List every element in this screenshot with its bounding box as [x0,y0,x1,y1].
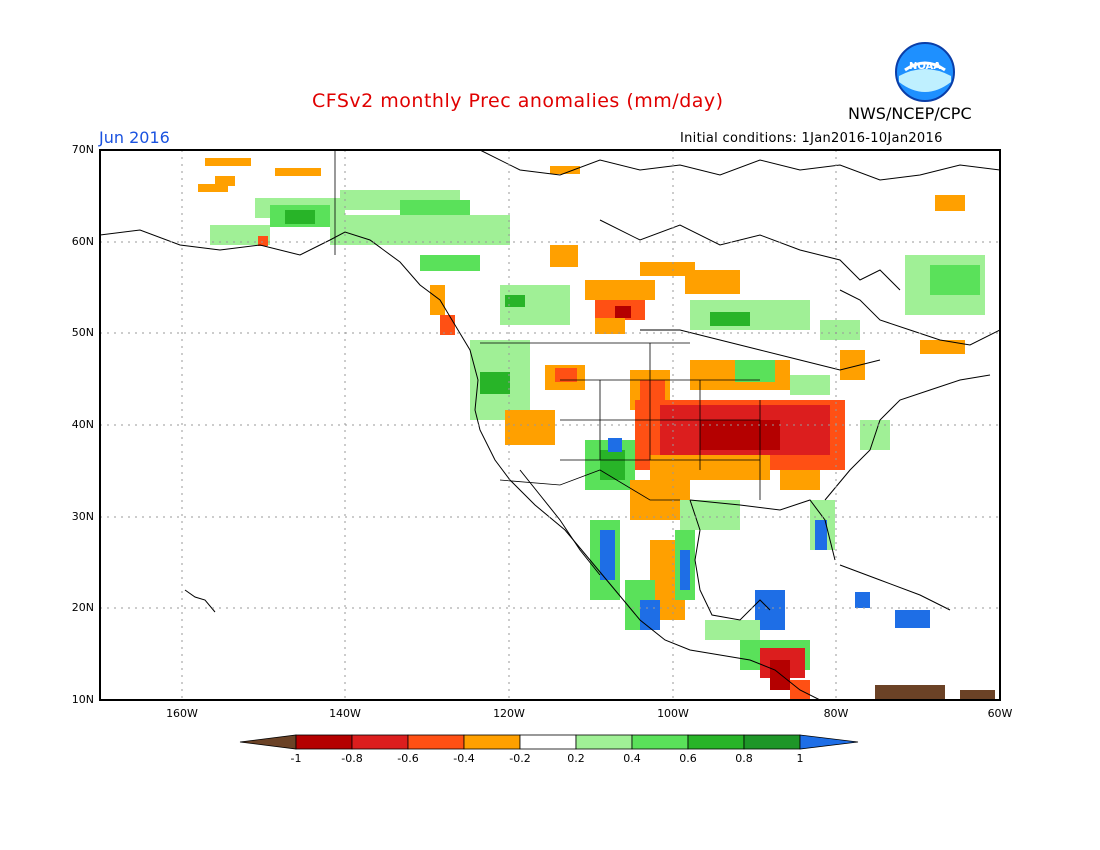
anomaly-cells [198,158,995,700]
colorbar-label: 1 [796,752,804,765]
lat-label: 10N [71,693,94,706]
month-label: Jun 2016 [99,128,170,147]
svg-text:NOAA: NOAA [909,61,941,72]
lat-label: 40N [71,418,94,431]
lon-label: 100W [657,707,689,720]
coastlines [100,150,1000,700]
lon-label: 160W [166,707,198,720]
lat-label: 20N [71,601,94,614]
colorbar-label: 0.8 [735,752,753,765]
noaa-logo: NOAA [895,42,955,102]
colorbar-label: -0.8 [341,752,363,765]
colorbar-label: 0.6 [679,752,697,765]
lat-label: 50N [71,326,94,339]
colorbar-label: 0.2 [567,752,585,765]
colorbar-label: -0.2 [509,752,531,765]
colorbar-label: -1 [290,752,302,765]
lon-label: 140W [329,707,361,720]
colorbar-label: 0.4 [623,752,641,765]
agency-label: NWS/NCEP/CPC [848,104,972,123]
lat-label: 30N [71,510,94,523]
lon-label: 120W [493,707,525,720]
lat-label: 70N [71,143,94,156]
lat-label: 60N [71,235,94,248]
lon-label: 80W [823,707,849,720]
borders [334,150,761,501]
lon-label: 60W [987,707,1013,720]
map-title: CFSv2 monthly Prec anomalies (mm/day) [312,90,724,112]
map-frame [99,149,1001,701]
gridlines [100,150,1000,700]
colorbar-label: -0.6 [397,752,419,765]
initial-conditions-label: Initial conditions: 1Jan2016-10Jan2016 [680,131,943,146]
colorbar-label: -0.4 [453,752,475,765]
colorbar [239,734,859,750]
